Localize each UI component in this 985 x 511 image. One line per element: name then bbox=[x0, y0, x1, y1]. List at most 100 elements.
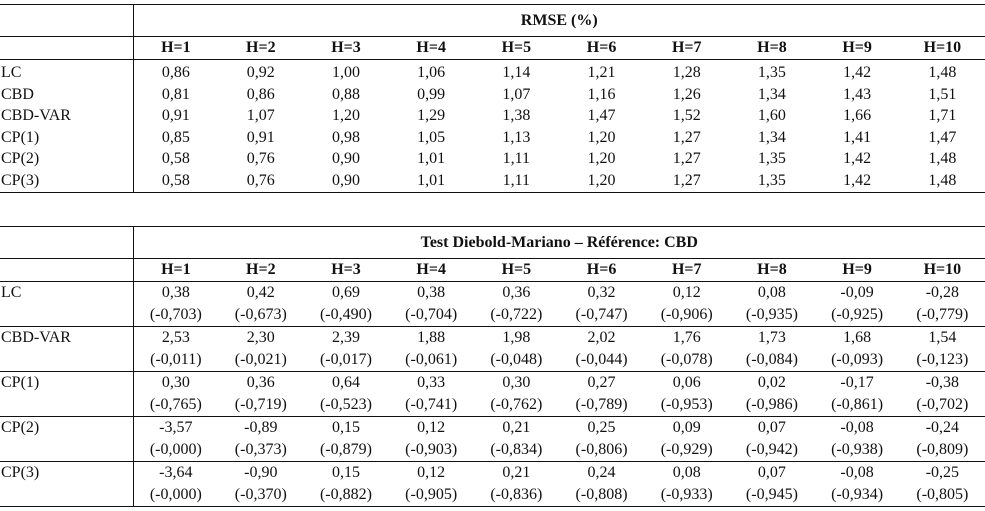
rmse-cell: 1,27 bbox=[672, 150, 701, 168]
rmse-column-header: H=7 bbox=[644, 36, 730, 60]
dm-statistic: -3,64 bbox=[159, 464, 193, 481]
dm-pvalue: (-0,905) bbox=[405, 486, 458, 503]
rmse-cell: 0,58 bbox=[132, 169, 219, 193]
rmse-cell: 1,51 bbox=[928, 85, 957, 103]
dm-pvalue: (-0,011) bbox=[150, 351, 202, 368]
dm-cell: 1,54 (-0,123) bbox=[899, 326, 985, 372]
rmse-cell: 1,26 bbox=[672, 85, 701, 103]
rmse-table: RMSE (%) H=1 H=2 H=3 H=4 H=5 H=6 H=7 H=8 H=9 H=10… bbox=[0, 4, 985, 193]
dm-table-title: Test Diebold-Mariano – Référence: CBD bbox=[132, 226, 985, 259]
dm-cell: 0,36 (-0,722) bbox=[473, 281, 559, 327]
dm-pvalue: (-0,929) bbox=[660, 441, 713, 458]
rmse-header-corner bbox=[0, 36, 133, 60]
rmse-cell: 1,06 bbox=[417, 64, 446, 81]
table-row: CP(1) 0,30 (-0,765) 0,36 (-0,719) 0,64 (-0,523… bbox=[0, 371, 985, 417]
rmse-cell: 1,16 bbox=[587, 85, 616, 103]
dm-statistic: 0,15 bbox=[331, 464, 360, 481]
dm-pvalue: (-0,806) bbox=[575, 441, 628, 458]
dm-statistic: 0,27 bbox=[587, 374, 616, 391]
dm-statistic: 0,07 bbox=[757, 419, 786, 436]
dm-pvalue: (-0,000) bbox=[149, 441, 202, 458]
table-row: LC 0,86 0,92 1,00 1,06 1,14 1,21 1,28 1,35 1,42 1,… bbox=[0, 59, 985, 84]
table-row: CBD 0,81 0,86 0,88 0,99 1,07 1,16 1,26 1,34 1,43 1… bbox=[0, 83, 985, 106]
dm-cell: -0,38 (-0,702) bbox=[899, 371, 985, 417]
table-row: CP(2) 0,58 0,76 0,90 1,01 1,11 1,20 1,27 1,35 1,4… bbox=[0, 148, 985, 170]
dm-statistic: 0,12 bbox=[672, 284, 701, 301]
dm-statistic: 2,53 bbox=[161, 329, 190, 346]
dm-cell: -3,64 (-0,000) bbox=[132, 461, 219, 507]
rmse-cell: 0,81 bbox=[132, 83, 219, 106]
rmse-cell: 1,52 bbox=[672, 107, 701, 125]
dm-pvalue: (-0,703) bbox=[149, 306, 202, 323]
rmse-cell: 0,90 bbox=[331, 150, 360, 168]
rmse-cell: 1,34 bbox=[757, 85, 786, 103]
dm-pvalue: (-0,805) bbox=[916, 486, 969, 503]
dm-cell: 0,08 (-0,933) bbox=[644, 461, 730, 507]
dm-statistic: 1,54 bbox=[928, 329, 957, 346]
dm-pvalue: (-0,373) bbox=[234, 441, 287, 458]
dm-statistic: 0,08 bbox=[757, 284, 786, 301]
rmse-table-title: RMSE (%) bbox=[132, 4, 985, 37]
dm-pvalue: (-0,945) bbox=[745, 486, 798, 503]
rmse-cell: 1,20 bbox=[587, 128, 616, 146]
dm-pvalue: (-0,093) bbox=[831, 351, 884, 368]
rmse-cell: 1,48 bbox=[928, 64, 957, 81]
dm-statistic: 2,30 bbox=[246, 329, 275, 346]
rmse-cell: 1,20 bbox=[331, 107, 360, 125]
dm-cell: 0,12 (-0,906) bbox=[644, 281, 730, 327]
dm-pvalue: (-0,935) bbox=[745, 306, 798, 323]
dm-cell: 0,27 (-0,789) bbox=[558, 371, 645, 417]
rmse-cell: 1,00 bbox=[331, 64, 360, 81]
dm-statistic: 0,30 bbox=[161, 374, 190, 391]
dm-cell: 0,30 (-0,765) bbox=[132, 371, 219, 417]
dm-statistic: -3,57 bbox=[159, 419, 193, 436]
dm-pvalue: (-0,836) bbox=[490, 486, 543, 503]
dm-cell: -0,89 (-0,373) bbox=[218, 416, 304, 462]
rmse-column-header: H=1 bbox=[132, 36, 219, 60]
rmse-cell: 0,86 bbox=[246, 85, 275, 103]
dm-cell: 1,73 (-0,084) bbox=[729, 326, 815, 372]
table-row: CBD-VAR 0,91 1,07 1,20 1,29 1,38 1,47 1,52 1,60 1… bbox=[0, 105, 985, 127]
rmse-cell: 0,91 bbox=[246, 128, 275, 146]
dm-pvalue: (-0,747) bbox=[575, 306, 628, 323]
dm-pvalue: (-0,048) bbox=[490, 351, 543, 368]
dm-statistic: 0,21 bbox=[502, 464, 531, 481]
dm-cell: 0,08 (-0,935) bbox=[729, 281, 815, 327]
row-label: CP(1) bbox=[0, 371, 133, 417]
dm-statistic: 0,12 bbox=[417, 464, 446, 481]
rmse-cell: 0,99 bbox=[417, 85, 446, 103]
dm-pvalue: (-0,942) bbox=[745, 441, 798, 458]
dm-cell: 2,53 (-0,011) bbox=[132, 326, 219, 372]
rmse-cell: 1,28 bbox=[672, 64, 701, 81]
dm-pvalue: (-0,906) bbox=[660, 306, 713, 323]
row-label: CP(1) bbox=[1, 128, 40, 146]
dm-cell: -0,09 (-0,925) bbox=[814, 281, 900, 327]
dm-cell: -0,24 (-0,809) bbox=[899, 416, 985, 462]
dm-cell: 0,15 (-0,882) bbox=[303, 461, 389, 507]
dm-statistic: 0,42 bbox=[246, 284, 275, 301]
rmse-cell: 1,42 bbox=[814, 169, 900, 193]
dm-statistic: 2,02 bbox=[587, 329, 616, 346]
rmse-cell: 1,41 bbox=[843, 128, 872, 146]
rmse-column-header: H=10 bbox=[899, 36, 985, 60]
dm-cell: 0,36 (-0,719) bbox=[218, 371, 304, 417]
dm-table-corner bbox=[0, 226, 133, 259]
dm-pvalue: (-0,370) bbox=[234, 486, 287, 503]
dm-pvalue: (-0,021) bbox=[234, 351, 287, 368]
dm-statistic: 0,36 bbox=[246, 374, 275, 391]
rmse-column-header: H=4 bbox=[388, 36, 474, 60]
dm-statistic: 0,09 bbox=[672, 419, 701, 436]
dm-pvalue: (-0,673) bbox=[234, 306, 287, 323]
dm-pvalue: (-0,523) bbox=[319, 396, 372, 413]
dm-statistic: 0,38 bbox=[161, 284, 190, 301]
dm-cell: 0,32 (-0,747) bbox=[558, 281, 645, 327]
dm-pvalue: (-0,809) bbox=[916, 441, 969, 458]
dm-cell: 1,88 (-0,061) bbox=[388, 326, 474, 372]
dm-cell: 0,38 (-0,703) bbox=[132, 281, 219, 327]
dm-statistic: 0,21 bbox=[502, 419, 531, 436]
row-label: CP(3) bbox=[0, 169, 133, 193]
rmse-cell: 1,11 bbox=[502, 150, 531, 168]
dm-statistic: -0,28 bbox=[925, 284, 960, 301]
dm-pvalue: (-0,933) bbox=[660, 486, 713, 503]
dm-cell: 0,06 (-0,953) bbox=[644, 371, 730, 417]
